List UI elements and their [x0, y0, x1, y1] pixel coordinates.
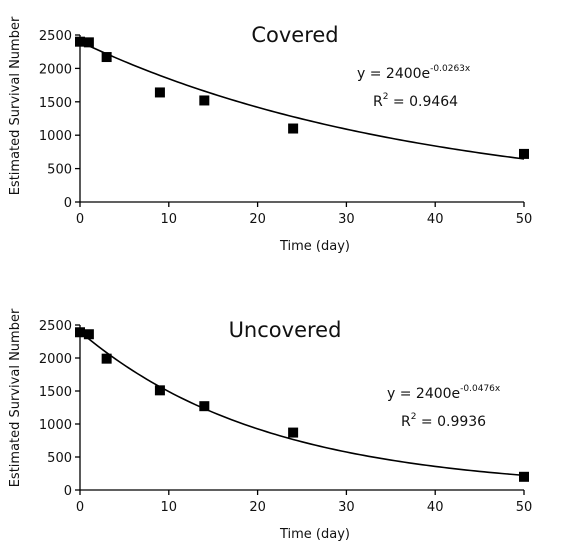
- y-tick-label: 0: [64, 196, 72, 211]
- trendline-equation: y = 2400e-0.0263x: [357, 64, 471, 82]
- trendline-equation: y = 2400e-0.0476x: [387, 384, 501, 402]
- y-tick-label: 2500: [39, 319, 72, 334]
- y-axis-title: Estimated Survival Number: [8, 16, 23, 195]
- x-tick-label: 40: [427, 500, 444, 515]
- data-point: [154, 385, 165, 396]
- x-tick-label: 10: [161, 212, 178, 227]
- y-tick-label: 500: [47, 451, 72, 466]
- y-axis-title: Estimated Survival Number: [8, 308, 23, 487]
- y-tick-label: 1500: [39, 96, 72, 111]
- x-tick-label: 20: [249, 500, 266, 515]
- r-squared-label: R2 = 0.9936: [401, 412, 486, 430]
- chart-title: Covered: [251, 23, 338, 47]
- x-tick-label: 20: [249, 212, 266, 227]
- y-tick-label: 1500: [39, 385, 72, 400]
- uncovered-chart-panel: Uncovered y = 2400e-0.0476x R2 = 0.9936 …: [8, 308, 532, 541]
- data-point: [154, 87, 165, 98]
- y-tick-label: 2000: [39, 352, 72, 367]
- data-point: [83, 37, 94, 48]
- data-point: [75, 36, 85, 47]
- data-point: [288, 427, 299, 438]
- x-tick-label: 50: [516, 500, 533, 515]
- x-tick-label: 10: [161, 500, 178, 515]
- y-tick-label: 2500: [39, 29, 72, 44]
- x-tick-label: 0: [76, 212, 84, 227]
- data-point: [83, 329, 94, 340]
- data-point: [101, 353, 112, 364]
- data-point: [199, 95, 210, 106]
- x-axis-title: Time (day): [279, 527, 350, 541]
- x-tick-label: 40: [427, 212, 444, 227]
- y-tick-label: 2000: [39, 62, 72, 77]
- trendline: [79, 40, 525, 160]
- data-point: [519, 471, 529, 482]
- chart-title: Uncovered: [229, 318, 342, 342]
- data-point: [199, 401, 210, 412]
- x-tick-label: 30: [338, 212, 355, 227]
- y-tick-label: 500: [47, 163, 72, 178]
- y-tick-label: 1000: [39, 129, 72, 144]
- r-squared-label: R2 = 0.9464: [373, 92, 458, 110]
- x-axis-title: Time (day): [279, 239, 350, 254]
- x-tick-label: 50: [516, 212, 533, 227]
- data-point: [288, 123, 299, 134]
- x-tick-label: 30: [338, 500, 355, 515]
- x-tick-label: 0: [76, 500, 84, 515]
- trendline: [79, 330, 525, 477]
- y-tick-label: 0: [64, 484, 72, 499]
- covered-chart-panel: Covered y = 2400e-0.0263x R2 = 0.9464 Ti…: [8, 16, 532, 254]
- data-point: [75, 327, 85, 338]
- data-point: [519, 148, 529, 159]
- data-point: [101, 52, 112, 63]
- y-tick-label: 1000: [39, 418, 72, 433]
